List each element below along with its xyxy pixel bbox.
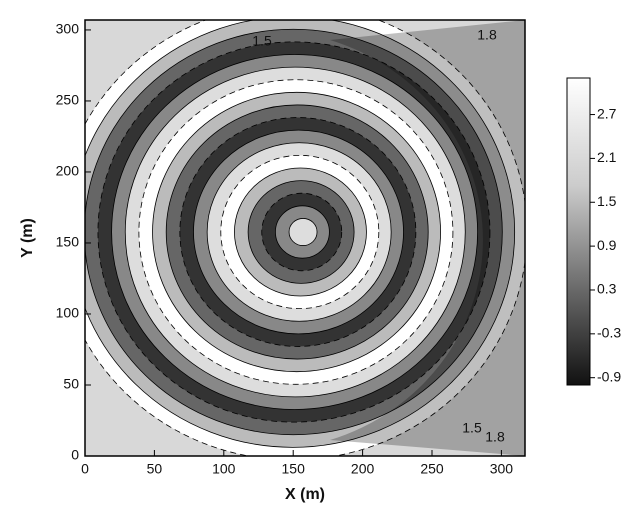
colorbar-tick-label: 2.1 bbox=[597, 149, 617, 165]
x-tick-label: 100 bbox=[212, 461, 236, 477]
x-tick-label: 300 bbox=[490, 461, 514, 477]
x-axis-label: X (m) bbox=[285, 486, 325, 503]
x-tick-label: 200 bbox=[351, 461, 375, 477]
colorbar-tick-label: 2.7 bbox=[597, 105, 617, 121]
colorbar-tick-label: 0.9 bbox=[597, 237, 617, 253]
contour-label: 1.8 bbox=[485, 429, 505, 445]
colorbar-tick-label: 1.5 bbox=[597, 193, 617, 209]
y-tick-label: 200 bbox=[56, 163, 80, 179]
colorbar-tick-label: -0.3 bbox=[597, 325, 621, 341]
contour-label: 1.5 bbox=[462, 420, 482, 436]
y-tick-label: 100 bbox=[56, 305, 80, 321]
y-tick-label: 50 bbox=[63, 376, 79, 392]
colorbar-tick-label: -0.9 bbox=[597, 368, 621, 384]
x-tick-label: 150 bbox=[282, 461, 306, 477]
y-tick-label: 150 bbox=[56, 234, 80, 250]
colorbar-tick-label: 0.3 bbox=[597, 281, 617, 297]
contour-ring bbox=[289, 218, 317, 245]
colorbar bbox=[567, 78, 590, 385]
x-tick-label: 0 bbox=[81, 461, 89, 477]
contour-label: 1.5 bbox=[252, 33, 272, 49]
y-tick-label: 0 bbox=[71, 447, 79, 463]
y-tick-label: 300 bbox=[56, 21, 80, 37]
x-tick-label: 250 bbox=[420, 461, 444, 477]
contour-label: 1.8 bbox=[477, 27, 497, 43]
y-tick-label: 250 bbox=[56, 92, 80, 108]
contour-field bbox=[57, 4, 527, 460]
y-axis-label: Y (m) bbox=[19, 218, 36, 258]
x-tick-label: 50 bbox=[147, 461, 163, 477]
chart: X (m) Y (m) 0 50 100 150 200 250 300 0 50 100 150 2… bbox=[0, 0, 630, 515]
